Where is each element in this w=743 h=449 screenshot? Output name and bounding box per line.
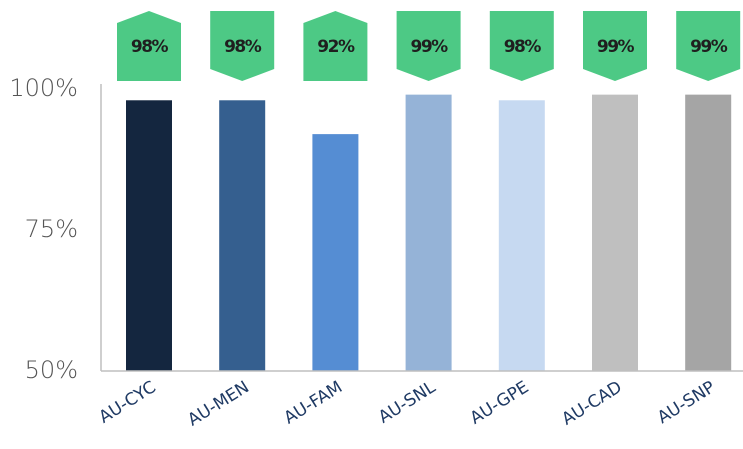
data-label-callout	[303, 11, 368, 81]
data-label-callout	[396, 11, 461, 81]
y-tick-label: 100%	[9, 74, 78, 102]
bar	[312, 134, 359, 371]
bar	[126, 100, 172, 371]
y-tick-label: 75%	[25, 215, 78, 243]
bar	[219, 100, 266, 371]
bar	[498, 100, 545, 371]
x-tick-label: AU-MEN	[184, 377, 253, 430]
data-label: 98%	[224, 37, 262, 57]
data-label: 98%	[504, 37, 542, 57]
data-label-callout	[117, 11, 181, 81]
x-tick-label: AU-SNP	[654, 377, 719, 428]
data-label-callout	[489, 11, 554, 81]
data-label-callout	[676, 11, 741, 81]
x-tick-label: AU-CYC	[96, 377, 160, 427]
bar	[685, 94, 732, 371]
x-tick-label: AU-CAD	[558, 377, 625, 429]
x-axis-labels: AU-CYC AU-MEN AU-FAM AU-SNL AU-GPE AU-CAD AU-S…	[96, 377, 719, 430]
data-label: 98%	[131, 37, 169, 57]
data-label-callout	[210, 11, 275, 81]
bar	[405, 94, 452, 371]
data-label-callouts: 98% 98% 92% 99% 98% 99% 99%	[117, 11, 741, 81]
bar	[592, 94, 638, 371]
bars-group	[126, 94, 732, 371]
x-tick-label: AU-FAM	[281, 377, 346, 428]
x-tick-label: AU-SNL	[375, 377, 440, 428]
data-label-callout	[583, 11, 647, 81]
x-tick-label: AU-GPE	[467, 377, 533, 428]
y-axis-ticks: 100% 75% 50%	[9, 74, 78, 384]
data-label: 99%	[410, 37, 448, 57]
data-label: 92%	[317, 37, 355, 57]
y-tick-label: 50%	[25, 356, 78, 384]
data-label: 99%	[597, 37, 635, 57]
data-label: 99%	[690, 37, 728, 57]
